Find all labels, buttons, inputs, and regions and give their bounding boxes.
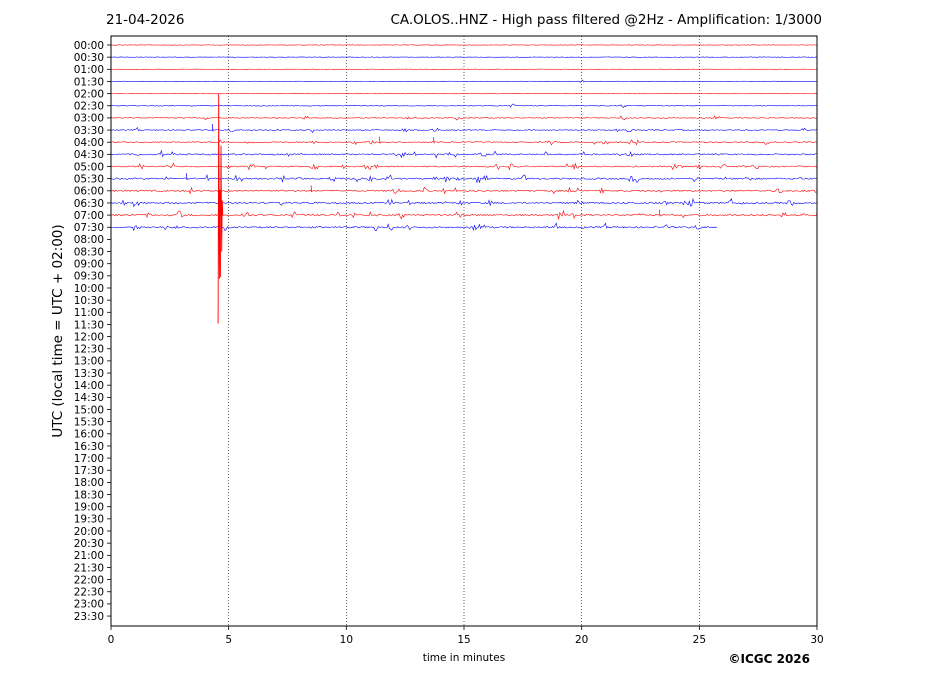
- x-tick-label: 25: [693, 634, 706, 646]
- event-spike-4: [433, 137, 435, 144]
- y-tick-label: 05:00: [74, 161, 104, 173]
- y-tick-label: 00:30: [74, 52, 104, 64]
- event-spike-2: [211, 123, 214, 132]
- trace-row-0730: [111, 222, 718, 232]
- event-spike-7: [658, 209, 661, 217]
- trace-row-0400: [111, 139, 817, 146]
- y-tick-label: 11:30: [74, 319, 104, 331]
- y-tick-label: 07:00: [74, 210, 104, 222]
- y-tick-label: 08:00: [74, 234, 104, 246]
- y-tick-label: 01:00: [74, 64, 104, 76]
- y-tick-label: 10:30: [74, 295, 104, 307]
- y-tick-label: 05:30: [74, 173, 104, 185]
- y-tick-label: 13:00: [74, 356, 104, 368]
- trace-row-0130: [111, 79, 817, 83]
- x-tick-label: 30: [810, 634, 823, 646]
- x-tick-label: 5: [225, 634, 232, 646]
- x-tick-label: 20: [575, 634, 588, 646]
- y-tick-label: 14:00: [74, 380, 104, 392]
- trace-row-0330: [111, 126, 817, 134]
- x-tick-label: 10: [340, 634, 353, 646]
- y-tick-label: 23:00: [74, 599, 104, 611]
- y-tick-label: 00:00: [74, 40, 104, 52]
- x-tick-label: 0: [108, 634, 115, 646]
- y-tick-label: 18:00: [74, 477, 104, 489]
- y-tick-label: 12:30: [74, 344, 104, 356]
- y-tick-label: 21:00: [74, 550, 104, 562]
- y-tick-label: 01:30: [74, 76, 104, 88]
- y-tick-label: 23:30: [74, 611, 104, 623]
- chart-date: 21-04-2026: [106, 12, 185, 28]
- y-tick-label: 22:00: [74, 574, 104, 586]
- y-tick-label: 06:30: [74, 198, 104, 210]
- y-tick-label: 08:30: [74, 246, 104, 258]
- y-tick-label: 03:00: [74, 113, 104, 125]
- y-tick-label: 19:00: [74, 502, 104, 514]
- y-tick-label: 11:00: [74, 307, 104, 319]
- y-tick-label: 02:00: [74, 88, 104, 100]
- y-axis-label: UTC (local time = UTC + 02:00): [50, 224, 66, 437]
- event-spike-1: [219, 145, 224, 278]
- y-tick-label: 14:30: [74, 392, 104, 404]
- event-spike-0: [217, 93, 221, 324]
- trace-row-0200: [111, 93, 817, 95]
- y-tick-label: 20:00: [74, 526, 104, 538]
- y-tick-label: 03:30: [74, 125, 104, 137]
- trace-row-0000: [111, 44, 817, 46]
- trace-row-0300: [111, 115, 817, 121]
- y-tick-label: 15:30: [74, 416, 104, 428]
- y-tick-label: 13:30: [74, 368, 104, 380]
- trace-row-0700: [111, 209, 817, 220]
- y-tick-label: 20:30: [74, 538, 104, 550]
- event-spikes: [185, 93, 661, 324]
- y-tick-label: 16:30: [74, 441, 104, 453]
- x-tick-label: 15: [457, 634, 470, 646]
- seismic-traces: [111, 44, 817, 232]
- y-tick-label: 10:00: [74, 283, 104, 295]
- y-tick-label: 02:30: [74, 101, 104, 113]
- event-spike-3: [378, 136, 381, 144]
- trace-row-0030: [111, 56, 817, 58]
- y-tick-label: 12:00: [74, 331, 104, 343]
- y-tick-label: 18:30: [74, 489, 104, 501]
- x-axis-label: time in minutes: [423, 652, 505, 664]
- chart-title: CA.OLOS..HNZ - High pass filtered @2Hz -…: [390, 12, 822, 28]
- trace-row-0530: [111, 174, 817, 184]
- y-axis-ticks: 00:0000:3001:0001:3002:0002:3003:0003:30…: [74, 40, 111, 623]
- y-tick-label: 07:30: [74, 222, 104, 234]
- trace-row-0500: [111, 162, 817, 171]
- trace-row-0430: [111, 149, 817, 159]
- y-tick-label: 04:00: [74, 137, 104, 149]
- y-tick-label: 17:00: [74, 453, 104, 465]
- trace-row-0630: [111, 197, 817, 208]
- trace-row-0600: [111, 186, 817, 195]
- y-tick-label: 15:00: [74, 404, 104, 416]
- y-tick-label: 09:30: [74, 271, 104, 283]
- copyright-label: ©ICGC 2026: [728, 652, 810, 666]
- y-tick-label: 16:00: [74, 429, 104, 441]
- y-tick-label: 04:30: [74, 149, 104, 161]
- y-tick-label: 09:00: [74, 259, 104, 271]
- x-axis-ticks: 0 5 10 15 20 25 30: [108, 626, 824, 646]
- trace-row-0100: [111, 68, 817, 70]
- y-tick-label: 22:30: [74, 587, 104, 599]
- grid-lines: [228, 36, 700, 626]
- y-tick-label: 19:30: [74, 514, 104, 526]
- y-tick-label: 17:30: [74, 465, 104, 477]
- trace-row-0230: [111, 103, 817, 108]
- y-tick-label: 06:00: [74, 186, 104, 198]
- event-spike-5: [185, 173, 188, 181]
- y-tick-label: 21:30: [74, 562, 104, 574]
- event-spike-6: [310, 185, 313, 193]
